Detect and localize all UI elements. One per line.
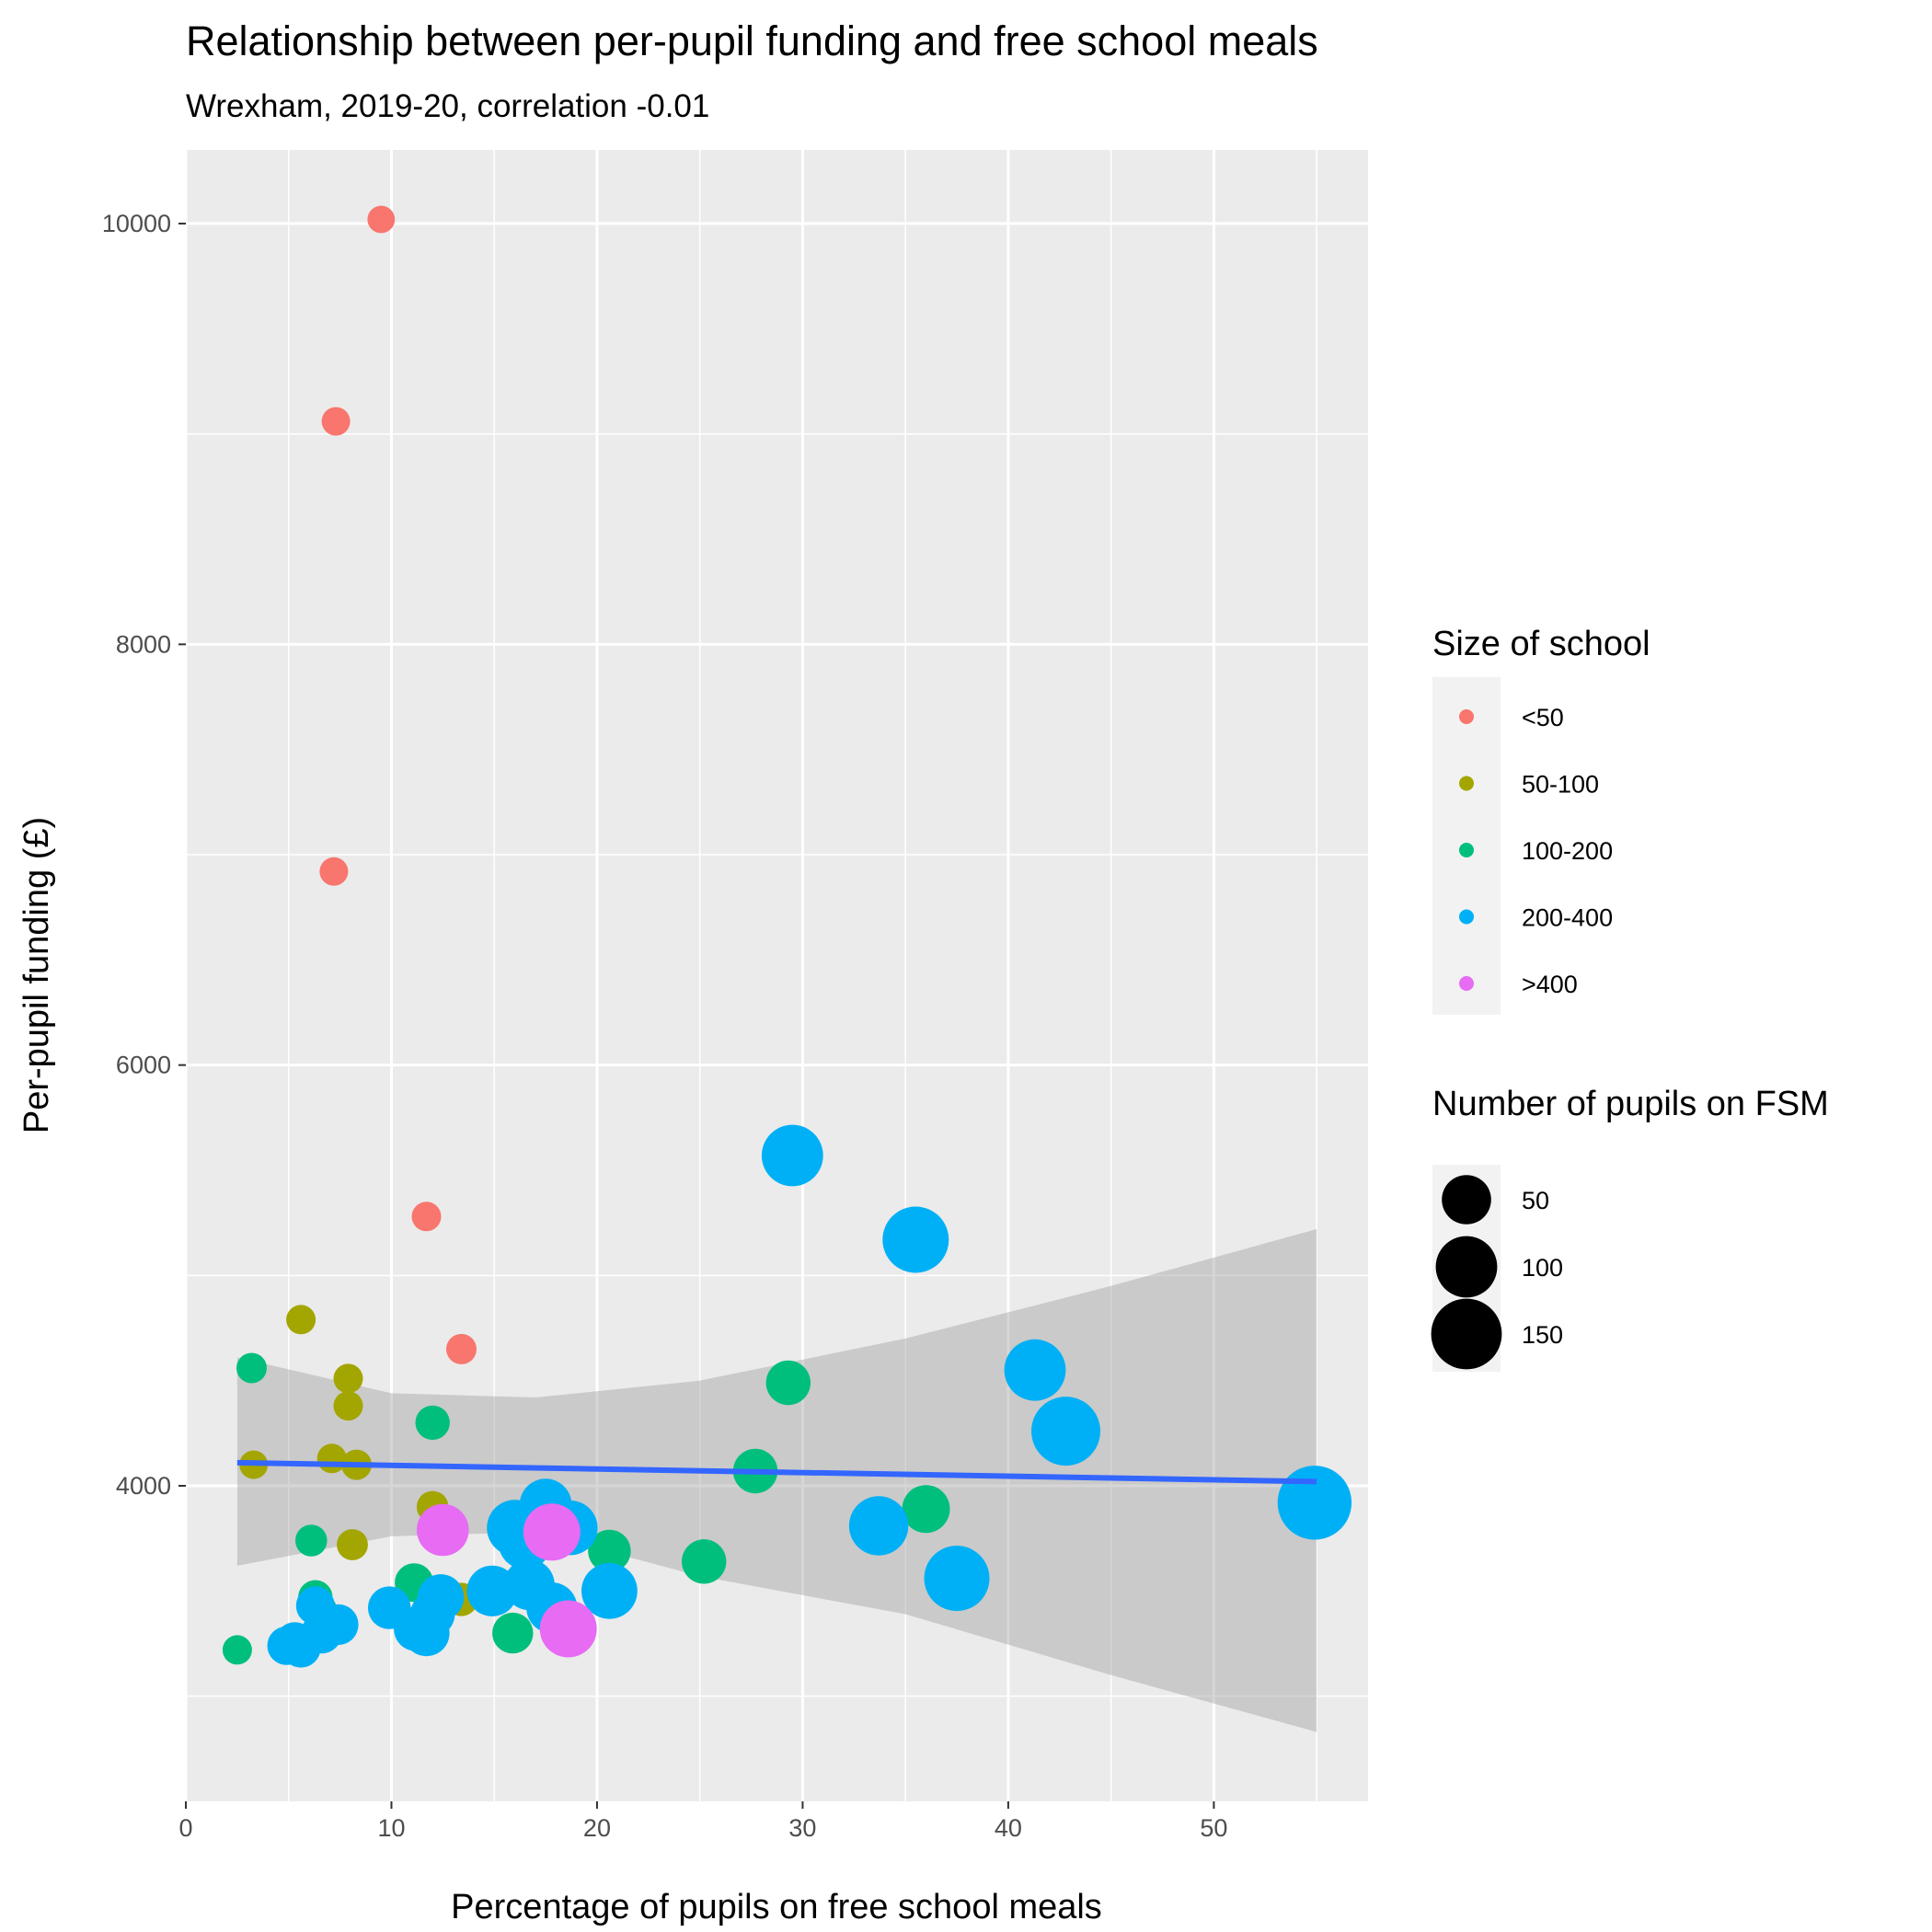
y-tick-label: 4000 (116, 1472, 171, 1500)
data-point (222, 1635, 252, 1665)
grid-major (184, 150, 1368, 1801)
data-point (924, 1546, 990, 1612)
data-point (581, 1562, 638, 1619)
legend-size-swatch (1459, 976, 1474, 991)
legend-size-swatch (1459, 843, 1474, 857)
legend-fsm-title: Number of pupils on FSM (1432, 1085, 1829, 1123)
y-tick-label: 10000 (102, 210, 171, 237)
x-axis-title: Percentage of pupils on free school meal… (451, 1888, 1102, 1926)
legend-fsm-label: 50 (1522, 1187, 1549, 1214)
legend-size-title: Size of school (1432, 625, 1650, 663)
legend-size-swatch (1459, 909, 1474, 925)
legend-size-of-school: Size of school <50 50-100 100-200 200-400 >4… (1432, 625, 1650, 1015)
plot-panel (186, 150, 1368, 1801)
data-point (466, 1565, 518, 1616)
x-tick-label: 20 (583, 1814, 611, 1842)
legend-size-swatch (1459, 776, 1474, 791)
data-point (411, 1202, 442, 1232)
data-point (539, 1600, 597, 1658)
data-point (403, 1610, 450, 1657)
data-point (333, 1363, 363, 1394)
legend-fsm-label: 100 (1522, 1254, 1563, 1282)
legend-fsm: Number of pupils on FSM 50 100 150 (1431, 1085, 1829, 1372)
data-point (281, 1627, 321, 1668)
y-tick-label: 6000 (116, 1052, 171, 1079)
y-axis-title: Per-pupil funding (£) (17, 817, 56, 1133)
trend-line (236, 1459, 1317, 1485)
x-axis: 0 10 20 30 40 50 (178, 1801, 1227, 1842)
data-point (902, 1485, 950, 1534)
data-point (765, 1360, 811, 1406)
chart-subtitle: Wrexham, 2019-20, correlation -0.01 (186, 88, 709, 124)
chart-title: Relationship between per-pupil funding a… (186, 17, 1318, 64)
legend-fsm-swatch (1442, 1175, 1491, 1225)
legend-fsm-swatch (1435, 1236, 1498, 1298)
x-tick-label: 10 (377, 1814, 405, 1842)
data-point (319, 857, 349, 886)
data-point (682, 1539, 727, 1584)
data-point (492, 1612, 534, 1654)
data-point (321, 407, 351, 436)
x-tick-label: 0 (178, 1814, 192, 1842)
legend-size-label: 50-100 (1522, 771, 1599, 799)
y-tick-label: 8000 (116, 630, 171, 658)
data-point (236, 1352, 267, 1384)
legend-fsm-label: 150 (1522, 1321, 1563, 1349)
data-point (446, 1333, 477, 1364)
legend-size-label: 200-400 (1522, 904, 1613, 932)
data-point (417, 1503, 469, 1557)
data-point (1004, 1339, 1066, 1401)
x-tick-label: 40 (995, 1814, 1022, 1842)
data-point (1277, 1466, 1352, 1540)
x-tick-label: 50 (1200, 1814, 1227, 1842)
data-point (761, 1124, 823, 1187)
grid-minor (186, 150, 1368, 1801)
data-point (367, 205, 396, 234)
y-axis: 4000 6000 8000 10000 (102, 210, 186, 1500)
x-tick-label: 30 (788, 1814, 816, 1842)
data-point (882, 1206, 949, 1273)
trend-layer (236, 1459, 1317, 1485)
legend-size-label: 100-200 (1522, 837, 1613, 865)
legend-size-label: >400 (1522, 971, 1578, 998)
data-point (415, 1405, 450, 1441)
data-point (1031, 1397, 1100, 1466)
data-point (337, 1529, 368, 1560)
legend-size-label: <50 (1522, 704, 1564, 731)
data-point (295, 1524, 328, 1557)
legend-size-swatch (1459, 709, 1474, 724)
data-point (588, 1529, 631, 1573)
data-point (286, 1305, 316, 1335)
data-point (848, 1496, 909, 1556)
legend-fsm-swatch (1431, 1298, 1502, 1370)
data-point (333, 1391, 363, 1421)
data-point (523, 1503, 581, 1561)
